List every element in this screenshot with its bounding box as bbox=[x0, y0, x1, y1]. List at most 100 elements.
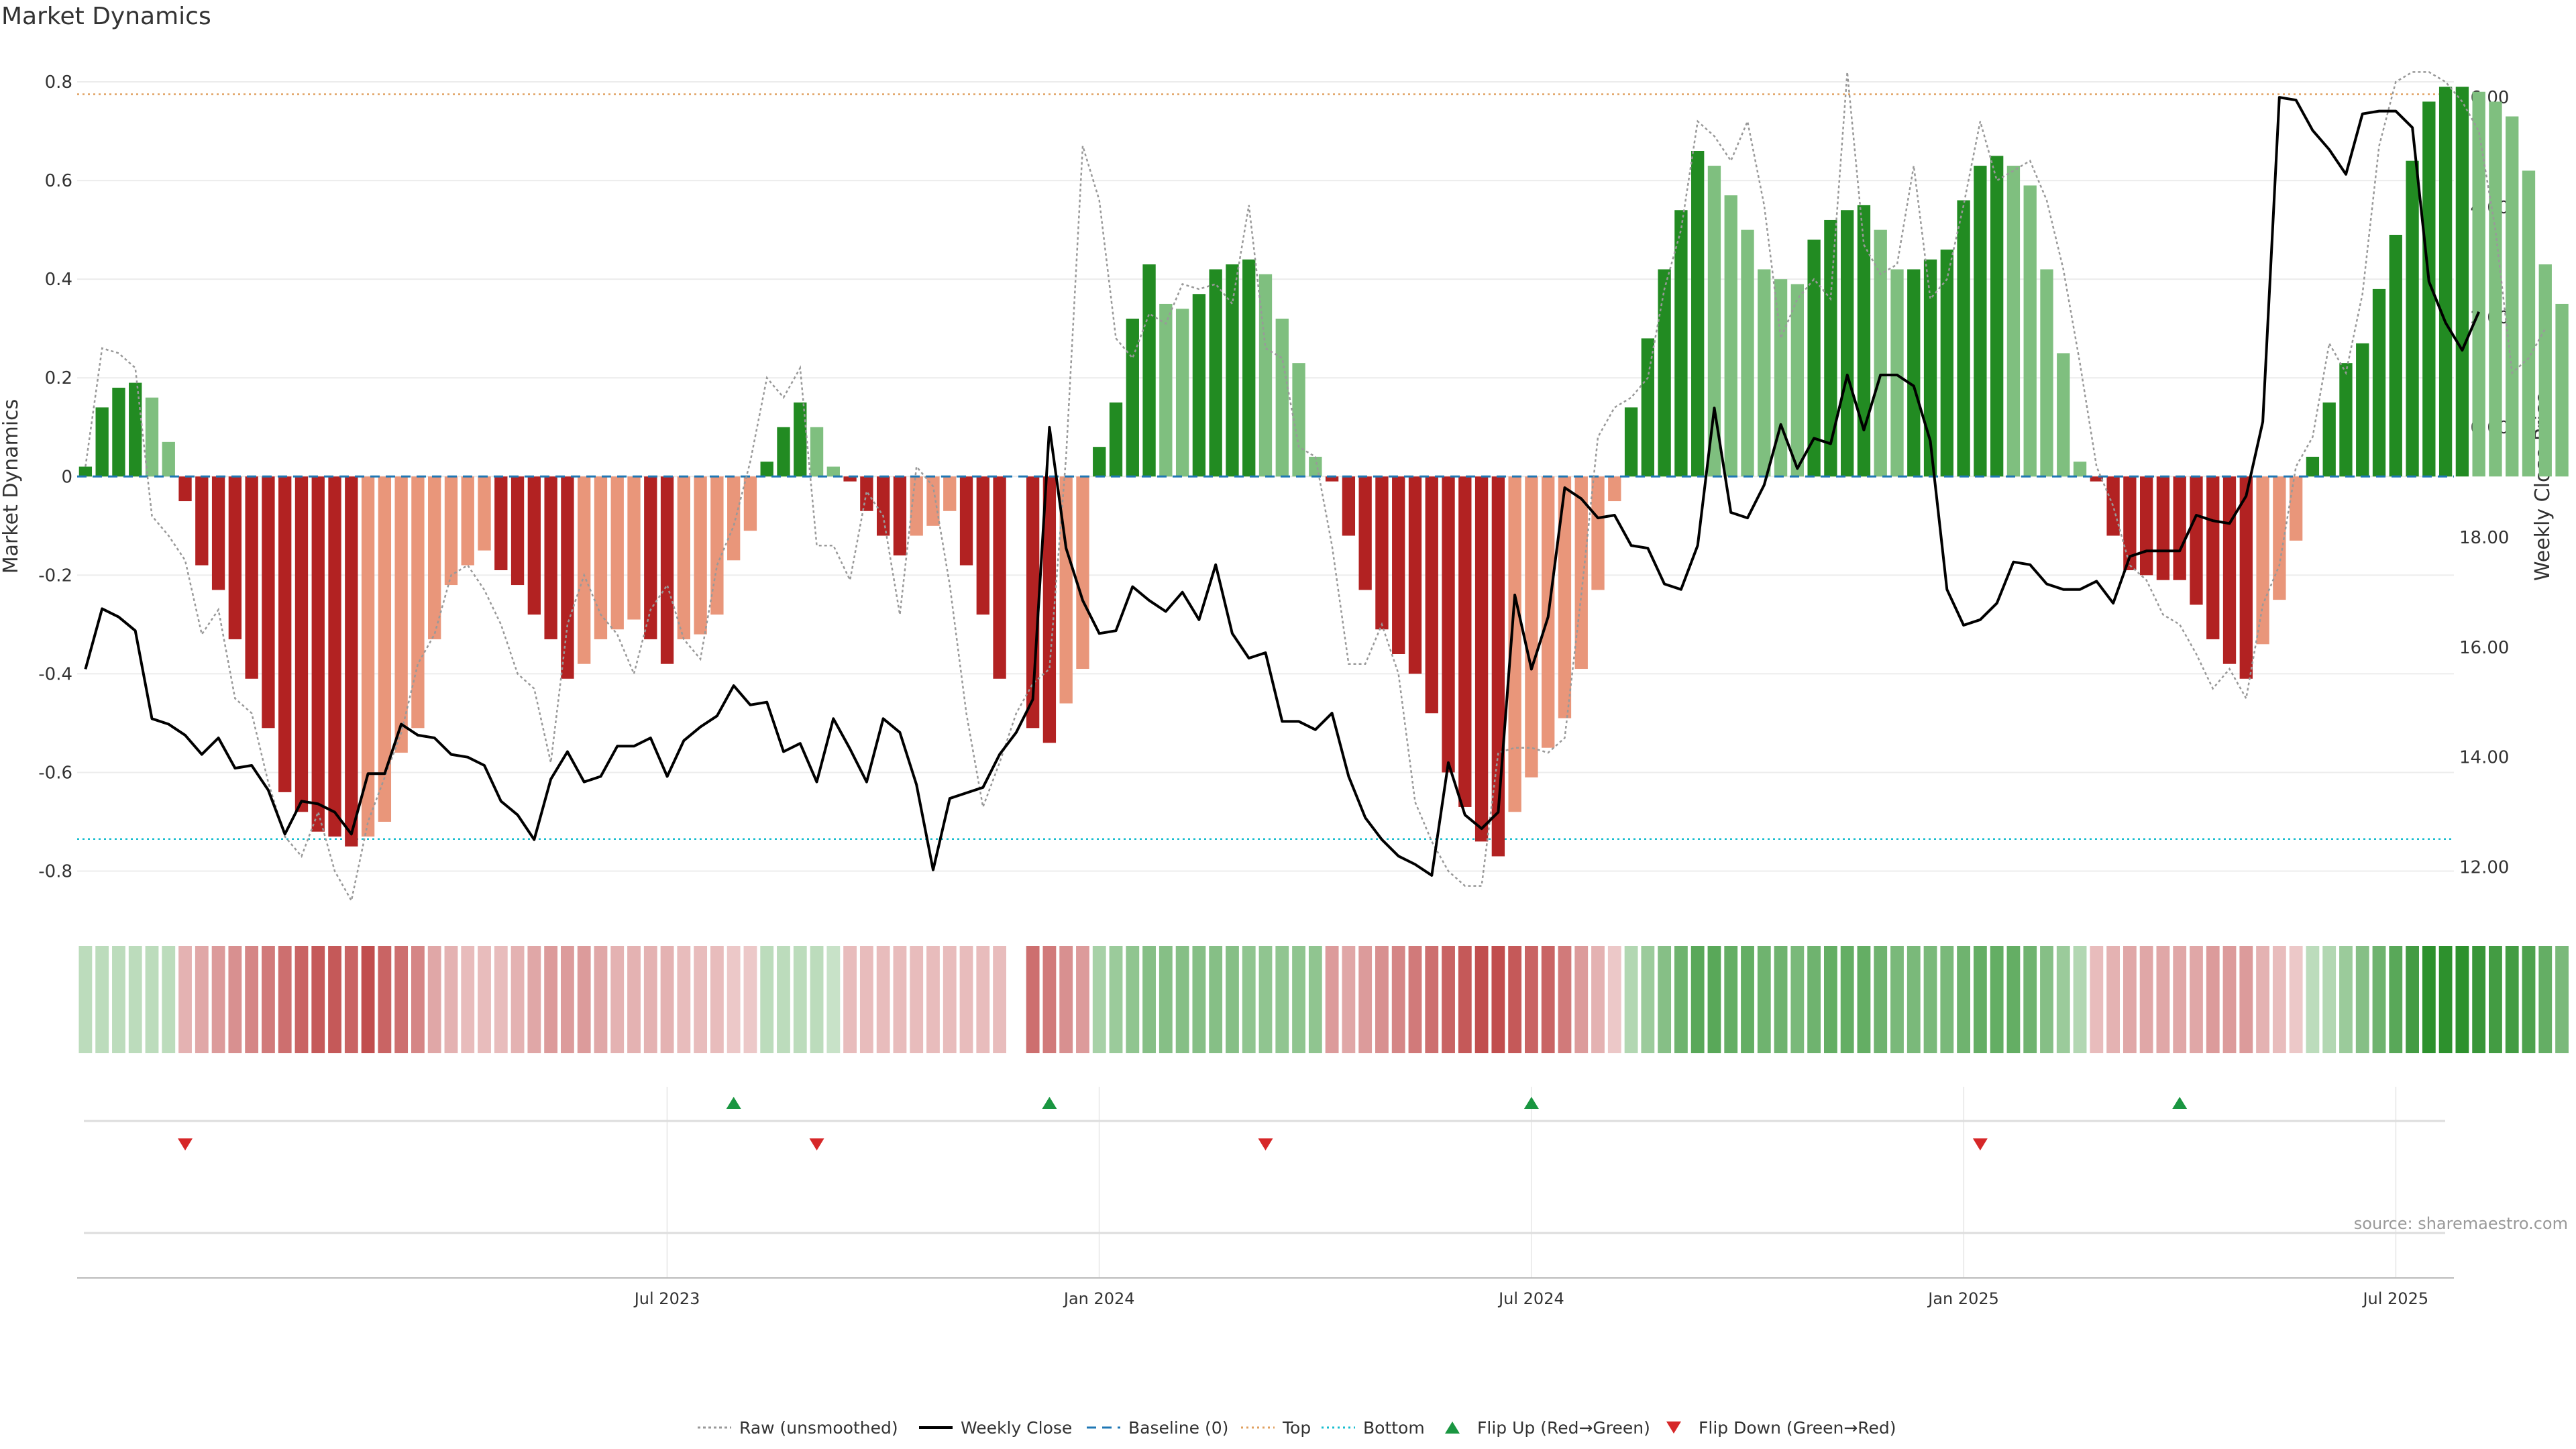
dynamics-bar bbox=[1641, 338, 1655, 477]
heat-cell bbox=[2156, 946, 2170, 1053]
dynamics-bar bbox=[2306, 456, 2320, 477]
heat-cell bbox=[1923, 946, 1937, 1053]
dynamics-bar bbox=[361, 476, 375, 837]
dynamics-bar bbox=[1608, 476, 1621, 502]
x-tick-label: Jul 2024 bbox=[1497, 1289, 1564, 1308]
heat-cell bbox=[577, 946, 591, 1053]
dynamics-bar bbox=[2190, 476, 2203, 605]
dynamics-bar bbox=[561, 476, 574, 679]
heat-cell bbox=[2455, 946, 2469, 1053]
heat-cell bbox=[1807, 946, 1821, 1053]
y-tick-label: 0.8 bbox=[45, 72, 72, 93]
dynamics-bar bbox=[1691, 151, 1705, 477]
legend-label: Bottom bbox=[1363, 1418, 1425, 1438]
dynamics-bar bbox=[1841, 210, 1854, 477]
heat-cell bbox=[1957, 946, 1971, 1053]
legend-label: Flip Down (Green→Red) bbox=[1699, 1418, 1896, 1438]
heat-cell bbox=[394, 946, 409, 1053]
dynamics-bar bbox=[1907, 269, 1921, 477]
dynamics-bar bbox=[2090, 476, 2103, 482]
dynamics-bar bbox=[660, 476, 674, 664]
heat-cell bbox=[411, 946, 425, 1053]
dynamics-bar bbox=[129, 382, 142, 477]
heat-cell bbox=[1209, 946, 1223, 1053]
heat-cell bbox=[1258, 946, 1273, 1053]
heat-cell bbox=[2489, 946, 2502, 1053]
heat-cell bbox=[1325, 946, 1339, 1053]
heat-cell bbox=[2056, 946, 2070, 1053]
heat-cell bbox=[1442, 946, 1455, 1053]
flip-down-marker bbox=[1258, 1138, 1273, 1150]
heat-cell bbox=[743, 946, 757, 1053]
dynamics-bar bbox=[1309, 456, 1322, 477]
dynamics-bar bbox=[727, 476, 741, 561]
heat-cell bbox=[2239, 946, 2253, 1053]
flip-up-marker bbox=[1042, 1097, 1057, 1109]
heat-cell bbox=[1358, 946, 1373, 1053]
dynamics-bar bbox=[2139, 476, 2153, 576]
heat-cell bbox=[162, 946, 176, 1053]
y-tick-label: -0.2 bbox=[38, 566, 72, 586]
dynamics-bar bbox=[2173, 476, 2186, 580]
heat-cell bbox=[2073, 946, 2087, 1053]
heat-cell bbox=[361, 946, 375, 1053]
heat-cell bbox=[1874, 946, 1888, 1053]
heat-cell bbox=[2222, 946, 2237, 1053]
dynamics-bar bbox=[112, 387, 125, 477]
heat-cell bbox=[1092, 946, 1106, 1053]
heat-cell bbox=[1076, 946, 1089, 1053]
dynamics-bar bbox=[2555, 303, 2569, 477]
heat-cell bbox=[1059, 946, 1073, 1053]
x-tick-label: Jul 2025 bbox=[2361, 1289, 2428, 1308]
dynamics-bar bbox=[311, 476, 325, 832]
heat-cell bbox=[1275, 946, 1289, 1053]
dynamics-bar bbox=[345, 476, 358, 847]
heat-cell bbox=[1425, 946, 1439, 1053]
heat-cell bbox=[1491, 946, 1505, 1053]
dynamics-bar bbox=[943, 476, 957, 511]
heat-cell bbox=[2322, 946, 2337, 1053]
dynamics-bar bbox=[1758, 269, 1771, 477]
heat-cell bbox=[95, 946, 109, 1053]
heat-cell bbox=[1907, 946, 1921, 1053]
dynamics-bar bbox=[428, 476, 441, 639]
y2-tick-label: 12.00 bbox=[2459, 858, 2509, 878]
heat-cell bbox=[278, 946, 292, 1053]
heat-cell bbox=[793, 946, 807, 1053]
dynamics-bar bbox=[1923, 259, 1937, 477]
dynamics-bar bbox=[1175, 309, 1189, 477]
heat-cell bbox=[2139, 946, 2153, 1053]
heat-cell bbox=[527, 946, 541, 1053]
heat-cell bbox=[1574, 946, 1589, 1053]
heat-cell bbox=[1042, 946, 1057, 1053]
dynamics-bar bbox=[478, 476, 491, 551]
dynamics-bar bbox=[1874, 229, 1887, 477]
raw-series-line bbox=[85, 71, 2546, 904]
dynamics-bar bbox=[1126, 319, 1139, 477]
dynamics-bar bbox=[2206, 476, 2220, 639]
dynamics-bar bbox=[1192, 294, 1206, 477]
dynamics-bar bbox=[1658, 269, 1671, 477]
dynamics-bar bbox=[211, 476, 225, 590]
heat-cell bbox=[2023, 946, 2037, 1053]
dynamics-bar bbox=[1159, 303, 1173, 477]
heat-cell bbox=[1109, 946, 1123, 1053]
heat-cell bbox=[2355, 946, 2369, 1053]
heat-cell bbox=[1026, 946, 1040, 1053]
dynamics-bar bbox=[2372, 288, 2386, 477]
dynamics-bar bbox=[394, 476, 408, 753]
dynamics-bar bbox=[1093, 447, 1106, 477]
heat-cell bbox=[893, 946, 907, 1053]
dynamics-bar bbox=[2256, 476, 2269, 645]
heat-cell bbox=[1375, 946, 1389, 1053]
dynamics-bar bbox=[677, 476, 690, 639]
y-tick-label: -0.6 bbox=[38, 763, 72, 783]
heat-cell bbox=[2272, 946, 2286, 1053]
heat-cell bbox=[810, 946, 824, 1053]
dynamics-bar bbox=[710, 476, 724, 615]
dynamics-bar bbox=[411, 476, 425, 729]
x-tick-label: Jul 2023 bbox=[633, 1289, 700, 1308]
dynamics-bar bbox=[2006, 166, 2021, 477]
dynamics-bar bbox=[544, 476, 557, 639]
dynamics-bar bbox=[2522, 170, 2536, 477]
